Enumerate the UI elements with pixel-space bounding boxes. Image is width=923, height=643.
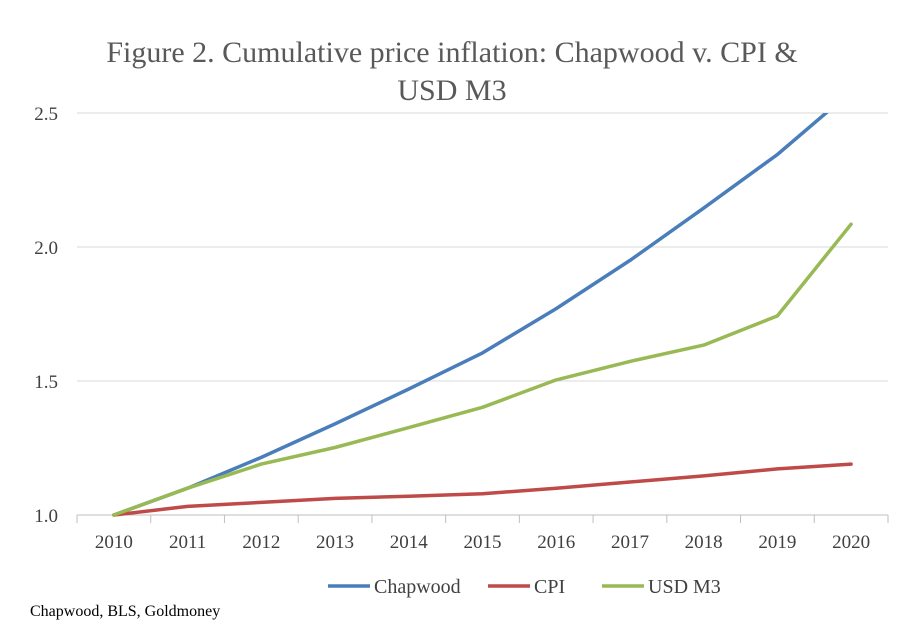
x-tick-label: 2016 (537, 532, 575, 553)
y-tick-label: 1.0 (34, 506, 58, 527)
x-tick-label: 2014 (390, 532, 429, 553)
y-tick-label: 1.5 (34, 372, 58, 393)
chart-title-line-1: Figure 2. Cumulative price inflation: Ch… (106, 36, 797, 69)
x-tick-label: 2010 (95, 532, 133, 553)
y-tick-label: 2.0 (34, 238, 58, 259)
source-note: Chapwood, BLS, Goldmoney (30, 603, 220, 620)
legend-label: CPI (534, 576, 565, 598)
series-line-cpi (112, 462, 853, 517)
legend-label: USD M3 (648, 576, 721, 598)
x-tick-label: 2018 (685, 532, 723, 553)
legend-label: Chapwood (374, 576, 461, 598)
x-tick-label: 2015 (464, 532, 502, 553)
series-line-chapwood (112, 113, 829, 517)
chart-title-line-2: USD M3 (397, 74, 506, 107)
x-tick-label: 2017 (611, 532, 649, 553)
x-tick-label: 2013 (316, 532, 354, 553)
x-tick-label: 2020 (832, 532, 870, 553)
x-tick-label: 2019 (758, 532, 796, 553)
x-tick-label: 2011 (169, 532, 206, 553)
series-line-usd-m3 (112, 222, 853, 517)
y-tick-label: 2.5 (34, 104, 58, 125)
x-tick-label: 2012 (242, 532, 280, 553)
